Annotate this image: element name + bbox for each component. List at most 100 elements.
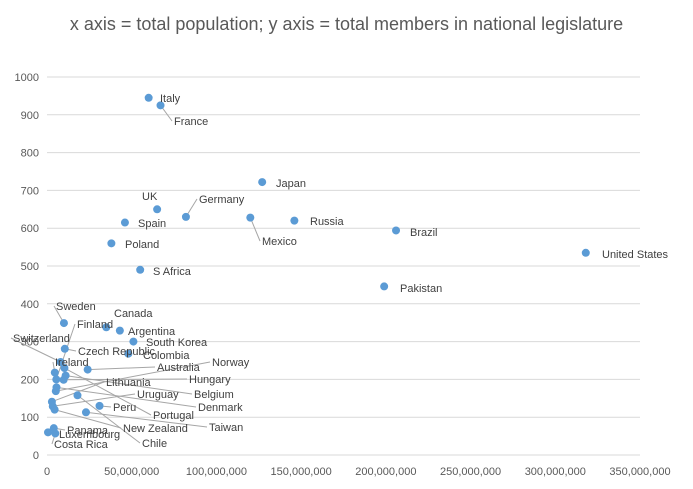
data-label: Belgium <box>194 389 234 401</box>
x-axis-tick-labels: 0 50,000,000 100,000,000 150,000,000 200,000… <box>44 466 671 478</box>
leader-line <box>85 411 208 428</box>
data-label: Russia <box>310 216 345 228</box>
y-tick-label: 0 <box>33 450 39 462</box>
x-tick-label: 0 <box>44 466 50 478</box>
leader-line <box>10 337 61 363</box>
leader-line <box>77 394 141 444</box>
data-point <box>246 213 255 222</box>
data-point <box>102 323 111 332</box>
data-point <box>107 239 116 248</box>
data-point <box>44 428 53 437</box>
data-label: Taiwan <box>209 422 243 434</box>
data-point <box>73 391 82 400</box>
data-point <box>50 405 59 414</box>
data-label: S Africa <box>153 266 192 278</box>
data-label: Finland <box>77 319 113 331</box>
data-label: Sweden <box>56 301 96 313</box>
data-point <box>83 365 92 374</box>
data-point <box>136 265 145 274</box>
gridlines <box>47 76 640 418</box>
y-tick-label: 100 <box>21 412 39 424</box>
x-tick-label: 100,000,000 <box>186 466 247 478</box>
data-label: Norway <box>212 357 250 369</box>
data-label: Australia <box>157 362 201 374</box>
y-tick-label: 300 <box>21 337 39 349</box>
data-label: UK <box>142 191 158 203</box>
data-label: Pakistan <box>400 283 442 295</box>
data-label: United States <box>602 249 669 261</box>
leader-line <box>54 409 122 429</box>
data-point <box>59 319 68 328</box>
y-tick-label: 400 <box>21 299 39 311</box>
y-tick-label: 800 <box>21 148 39 160</box>
leader-line <box>87 366 156 371</box>
data-labels: Italy France Japan UK Germany Mexico Russia Spa… <box>13 93 669 451</box>
y-tick-label: 600 <box>21 223 39 235</box>
data-label: Hungary <box>189 374 231 386</box>
data-point <box>52 383 61 392</box>
y-tick-label: 500 <box>21 261 39 273</box>
data-point <box>120 218 129 227</box>
data-point <box>153 205 162 214</box>
data-point <box>60 344 69 353</box>
data-label: South Korea <box>146 337 208 349</box>
data-point <box>115 326 124 335</box>
data-label: Italy <box>160 93 181 105</box>
x-tick-label: 300,000,000 <box>525 466 586 478</box>
data-label: New Zealand <box>123 423 188 435</box>
data-label: Spain <box>138 218 166 230</box>
data-label: Luxembourg <box>59 429 120 441</box>
x-tick-label: 350,000,000 <box>609 466 670 478</box>
chart-title: x axis = total population; y axis = tota… <box>69 14 624 34</box>
data-point <box>290 216 299 225</box>
data-point <box>61 371 70 380</box>
data-point <box>258 178 267 187</box>
data-label: Uruguay <box>137 389 179 401</box>
leader-line <box>249 217 261 242</box>
data-point <box>156 101 165 110</box>
data-point <box>144 93 153 102</box>
data-label: France <box>174 116 208 128</box>
data-label: Argentina <box>128 326 176 338</box>
data-label: Canada <box>114 308 153 320</box>
data-point <box>51 429 60 438</box>
data-label: Lithuania <box>106 377 152 389</box>
leader-line <box>63 378 188 381</box>
x-tick-label: 250,000,000 <box>440 466 501 478</box>
data-label: Czech Republic <box>78 346 156 358</box>
y-tick-label: 900 <box>21 110 39 122</box>
data-label: Costa Rica <box>54 439 109 451</box>
x-tick-label: 50,000,000 <box>104 466 159 478</box>
data-label: Portugal <box>153 410 194 422</box>
y-axis-tick-labels: 0 100 200 300 400 500 600 700 800 900 1000 <box>15 72 39 462</box>
data-point <box>52 375 61 384</box>
data-label: Poland <box>125 239 159 251</box>
x-tick-label: 200,000,000 <box>355 466 416 478</box>
data-label: Panama <box>67 425 109 437</box>
leader-line <box>64 367 152 416</box>
data-label: Japan <box>276 178 306 190</box>
data-point <box>81 408 90 417</box>
data-label: Germany <box>199 194 245 206</box>
data-point <box>380 282 389 291</box>
data-point <box>95 401 104 410</box>
data-label: Colombia <box>143 350 190 362</box>
data-label: Brazil <box>410 227 438 239</box>
data-label: Chile <box>142 438 167 450</box>
data-point <box>124 349 133 358</box>
y-tick-label: 200 <box>21 374 39 386</box>
data-label: Peru <box>113 402 136 414</box>
leader-line <box>56 386 197 408</box>
data-label: Mexico <box>262 236 297 248</box>
data-label: Switzerland <box>13 333 70 345</box>
data-point <box>581 248 590 257</box>
data-point <box>60 364 69 373</box>
y-tick-label: 700 <box>21 185 39 197</box>
y-tick-label: 1000 <box>15 72 39 84</box>
data-points <box>44 93 590 438</box>
leader-line <box>65 375 193 395</box>
data-point <box>50 368 59 377</box>
x-tick-label: 150,000,000 <box>271 466 332 478</box>
data-point <box>392 226 401 235</box>
data-point <box>181 212 190 221</box>
